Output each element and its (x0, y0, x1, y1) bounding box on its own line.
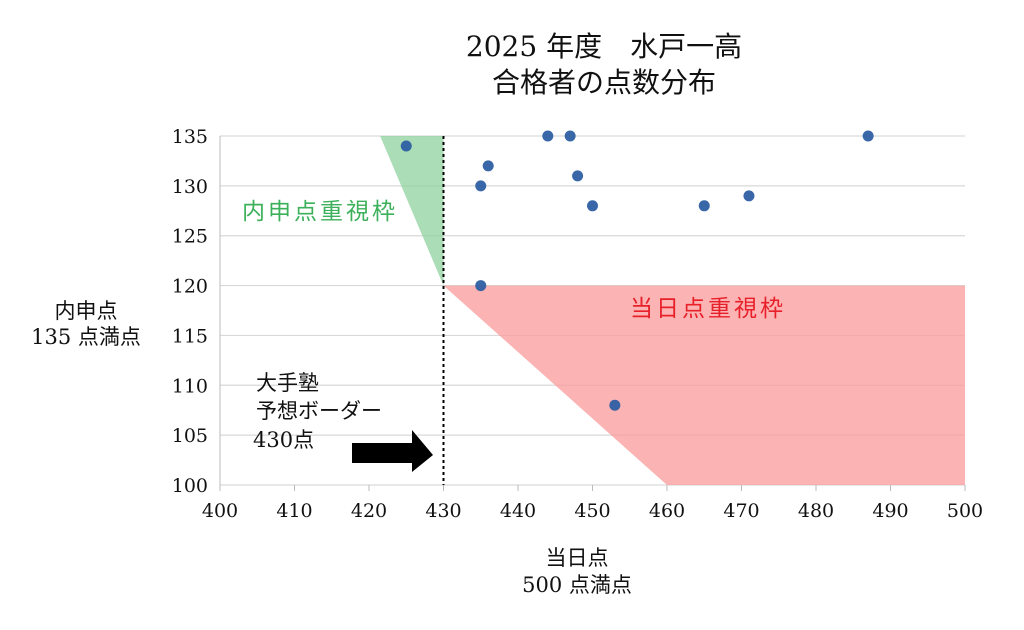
data-point (475, 280, 487, 292)
data-point (698, 200, 710, 212)
x-tick-label: 400 (202, 500, 238, 522)
x-tick-label: 450 (574, 500, 610, 522)
x-tick-label: 440 (500, 500, 536, 522)
y-tick-label: 110 (172, 375, 208, 397)
region-label: 内申点重視枠 (242, 199, 398, 225)
x-tick-label: 430 (425, 500, 461, 522)
annotation-line1: 大手塾 (256, 371, 319, 395)
x-tick-label: 470 (723, 500, 759, 522)
data-point (564, 130, 576, 142)
x-axis-label-line1: 当日点 (546, 546, 609, 570)
data-point (587, 200, 598, 212)
data-point (475, 180, 487, 192)
y-tick-label: 130 (172, 176, 208, 198)
data-point (609, 399, 621, 411)
y-axis-label-line2: 135 点満点 (31, 325, 141, 349)
y-tick-label: 100 (172, 475, 208, 497)
data-point (400, 140, 412, 152)
y-tick-label: 115 (172, 325, 208, 347)
y-tick-label: 120 (172, 276, 208, 298)
region-area (443, 285, 965, 485)
region-label: 当日点重視枠 (630, 296, 786, 322)
region-area (380, 136, 444, 286)
y-tick-label: 105 (172, 425, 208, 447)
annotation-line3: 430点 (253, 428, 314, 452)
chart-title-line1: 2025 年度 水戸一高 (466, 30, 742, 63)
data-point (862, 130, 874, 142)
data-point (743, 190, 755, 202)
annotation-line2: 予想ボーダー (256, 399, 382, 423)
x-axis-label-line2: 500 点満点 (522, 573, 632, 597)
x-tick-label: 480 (798, 500, 834, 522)
x-tick-label: 420 (351, 500, 387, 522)
y-tick-label: 135 (172, 126, 208, 148)
data-point (572, 170, 584, 182)
x-tick-label: 490 (872, 500, 908, 522)
x-tick-label: 500 (947, 500, 983, 522)
y-tick-label: 125 (172, 226, 208, 248)
chart-title-line2: 合格者の点数分布 (492, 66, 716, 99)
data-point (542, 130, 554, 142)
data-point (482, 160, 494, 172)
x-tick-label: 410 (276, 500, 312, 522)
arrow-icon (352, 430, 433, 472)
y-axis-label-line1: 内申点 (55, 299, 118, 323)
x-tick-label: 460 (649, 500, 685, 522)
